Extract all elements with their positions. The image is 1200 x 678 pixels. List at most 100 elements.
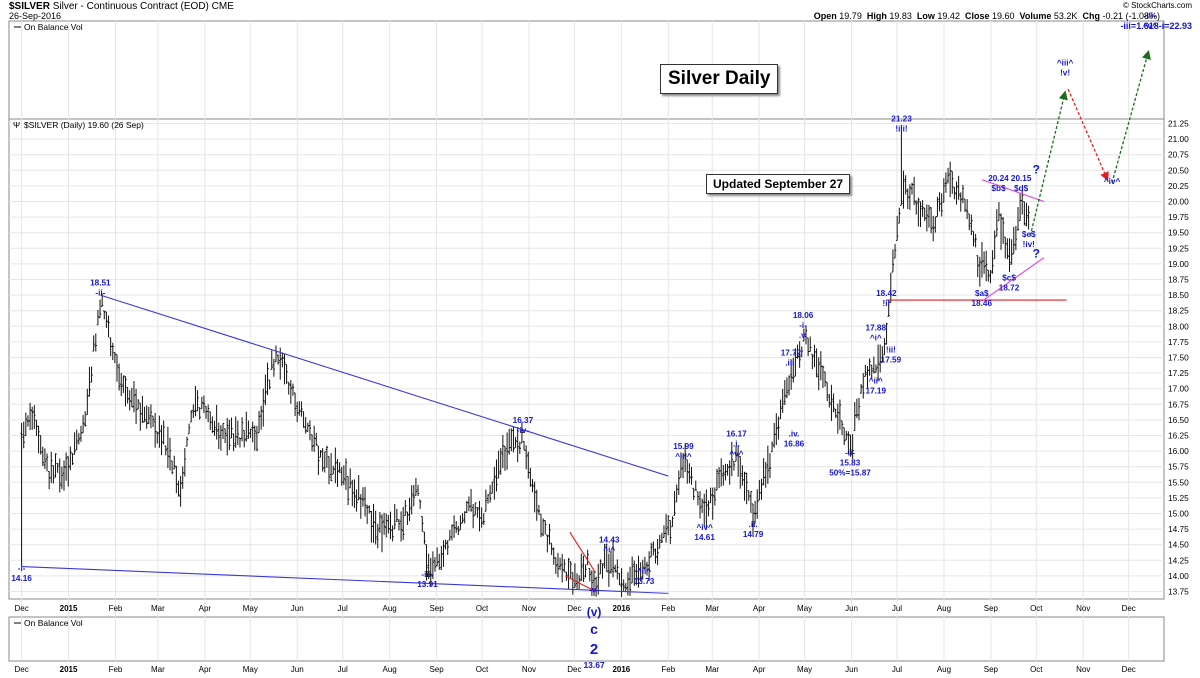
x-tick-label: May — [243, 604, 258, 613]
ohlc-bar — [33, 405, 36, 429]
ohlc-bar — [779, 399, 782, 420]
ohlc-bar — [58, 458, 61, 493]
ohlc-bar — [705, 489, 708, 528]
ohlc-bar — [929, 206, 933, 234]
ohlc-bar — [86, 388, 89, 416]
ohlc-bar — [883, 338, 886, 356]
ohlc-bar — [73, 432, 76, 455]
ohlc-bar — [215, 404, 218, 440]
ohlc-bar — [991, 250, 994, 274]
x-tick-label-bottom: Aug — [937, 665, 951, 674]
wave-label: -iii-13.91 — [417, 570, 438, 589]
ohlc-bar — [382, 512, 386, 535]
ohlc-bar — [898, 207, 901, 224]
ohlc-bar — [603, 543, 606, 569]
x-tick-label-bottom: Mar — [705, 665, 719, 674]
x-tick-label-bottom: Jul — [892, 665, 902, 674]
ohlc-bar — [408, 497, 411, 521]
ohlc-bar — [230, 417, 233, 439]
ohlc-bar — [548, 524, 551, 545]
wave-label: 20.15 $d$ — [1011, 174, 1032, 193]
ohlc-bar — [94, 333, 98, 352]
ohlc-bar — [749, 491, 753, 513]
ohlc-bar — [607, 553, 611, 587]
ohlc-bar — [639, 562, 642, 582]
ohlc-bar — [423, 531, 426, 545]
ohlc-bar — [976, 255, 979, 278]
ohlc-bar — [117, 363, 121, 391]
y-tick-label: 13.75 — [1168, 587, 1189, 597]
wave-label: ^ii^ 13.73 — [634, 567, 655, 586]
ohlc-bar — [325, 445, 329, 468]
ohlc-bar — [393, 503, 396, 530]
ohlc-bar — [815, 348, 818, 378]
ohlc-bar — [643, 556, 647, 571]
ohlc-bar — [944, 172, 948, 193]
ohlc-bar — [934, 216, 937, 233]
ohlc-bar — [262, 388, 265, 427]
ohlc-bar — [259, 405, 263, 430]
ohlc-bar — [908, 184, 912, 210]
y-tick-label: 20.00 — [1168, 197, 1189, 207]
symbol: $SILVER — [9, 1, 50, 12]
ohlc-bar — [845, 430, 848, 441]
ohlc-bar — [688, 463, 691, 484]
y-tick-label: 19.75 — [1168, 212, 1189, 222]
obv-bottom-legend: On Balance Vol — [24, 618, 83, 628]
ohlc-bar — [919, 201, 922, 228]
ohlc-bar — [955, 181, 958, 205]
trendlines — [21, 179, 1067, 594]
ohlc-bar — [870, 364, 873, 380]
wave-label: 18.06 -i-.v. — [793, 311, 814, 340]
ohlc-bar — [1006, 238, 1009, 260]
ohlc-bar — [334, 447, 337, 484]
x-tick-label-bottom: Dec — [14, 665, 28, 674]
ohlc-bar — [349, 468, 352, 489]
y-tick-label: 18.00 — [1168, 321, 1189, 331]
price-legend-icon: Ψ — [13, 120, 20, 130]
y-tick-label: 17.00 — [1168, 384, 1189, 394]
ohlc-bar — [554, 557, 558, 575]
ohlc-bar — [679, 452, 683, 478]
ohlc-bar — [270, 350, 273, 370]
ohlc-bar — [1010, 239, 1013, 265]
ohlc-bar — [732, 460, 736, 471]
x-tick-label: May — [797, 604, 812, 613]
ohlc-bar — [336, 458, 339, 487]
ohlc-bar — [310, 434, 314, 452]
ohlc-bar — [300, 401, 303, 417]
ohlc-bar — [849, 434, 852, 457]
projection-arrow-green — [1111, 49, 1151, 183]
ohlc-bar — [376, 523, 379, 549]
ohlc-bar — [531, 479, 534, 493]
y-tick-label: 16.50 — [1168, 415, 1189, 425]
ohlc-bar — [891, 249, 895, 273]
ohlc-bar — [323, 451, 326, 473]
ohlc-bar — [544, 520, 547, 535]
ohlc-bar — [132, 381, 136, 413]
ohlc-bar — [664, 513, 668, 543]
ohlc-bar — [879, 344, 882, 373]
ohlc-bar — [493, 466, 496, 500]
ohlc-bar — [764, 461, 767, 488]
ohlc-bar — [616, 559, 619, 580]
ohlc-bar — [226, 417, 229, 456]
major-wave-label: (v) — [587, 605, 602, 619]
ohlc-bar — [329, 453, 333, 482]
x-tick-label: Mar — [151, 604, 165, 613]
ohlc-bar — [84, 411, 87, 427]
x-tick-label-bottom: Feb — [109, 665, 123, 674]
ohlc-bar — [766, 445, 770, 484]
ohlc-bar — [1001, 217, 1005, 244]
ohlc-bar — [457, 525, 460, 536]
wave-label: .iv. 16.86 — [784, 430, 805, 449]
ohlc-bar — [864, 364, 867, 377]
ohlc-bar — [139, 402, 142, 431]
major-wave-label: 13.67 — [583, 660, 605, 670]
wave-label: -v- — [589, 586, 599, 595]
ohlc-bar — [965, 199, 969, 220]
ohlc-bar — [980, 242, 984, 278]
ohlc-bar — [418, 499, 422, 509]
ohlc-bar — [563, 559, 566, 573]
ohlc-bar — [857, 397, 861, 421]
